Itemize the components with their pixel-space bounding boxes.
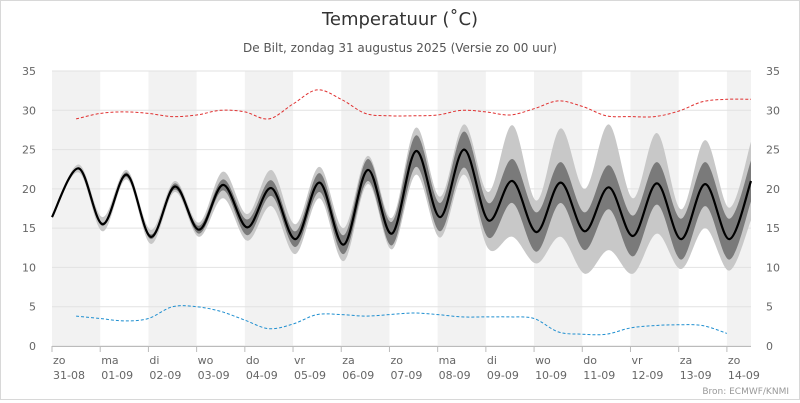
y-tick-label-right: 20 (766, 183, 780, 196)
y-tick-label-left: 10 (22, 261, 36, 274)
x-tick-day: vr (631, 354, 643, 367)
x-tick-day: vr (294, 354, 306, 367)
x-tick-day: di (487, 354, 497, 367)
x-tick-date: 03-09 (198, 369, 230, 382)
axes: 0 0 5 5 10 10 15 15 20 20 25 25 30 30 35 35 zo 31-08 ma 01-… (22, 65, 780, 382)
x-tick-date: 31-08 (53, 369, 85, 382)
x-tick-day: ma (439, 354, 456, 367)
series-lines (51, 89, 753, 336)
x-tick-day: za (680, 354, 693, 367)
x-tick-day: do (246, 354, 260, 367)
x-tick-date: 11-09 (583, 369, 615, 382)
median-line (51, 148, 753, 246)
source-note: Bron: ECMWF/KNMI (702, 387, 789, 397)
y-tick-label-right: 15 (766, 222, 780, 235)
y-tick-label-right: 0 (766, 340, 773, 353)
chart-title: Temperatuur (˚C) (321, 9, 478, 30)
y-tick-label-right: 35 (766, 65, 780, 78)
y-tick-label-left: 30 (22, 104, 36, 117)
x-tick-date: 09-09 (487, 369, 519, 382)
x-tick-date: 14-09 (728, 369, 760, 382)
x-tick-date: 01-09 (101, 369, 133, 382)
x-tick-date: 05-09 (294, 369, 326, 382)
x-tick-date: 10-09 (535, 369, 567, 382)
x-tick-date: 02-09 (149, 369, 181, 382)
y-tick-label-right: 30 (766, 104, 780, 117)
x-tick-date: 04-09 (246, 369, 278, 382)
x-tick-day: zo (728, 354, 741, 367)
y-tick-label-right: 25 (766, 144, 780, 157)
y-tick-label-left: 35 (22, 65, 36, 78)
x-tick-day: do (583, 354, 597, 367)
y-tick-label-left: 15 (22, 222, 36, 235)
x-tick-date: 07-09 (390, 369, 422, 382)
y-tick-label-left: 20 (22, 183, 36, 196)
series-min-line (76, 305, 728, 336)
x-tick-day: wo (198, 354, 214, 367)
y-tick-label-right: 10 (766, 261, 780, 274)
x-tick-day: za (342, 354, 355, 367)
y-tick-label-left: 0 (29, 340, 36, 353)
chart-subtitle: De Bilt, zondag 31 augustus 2025 (Versie… (243, 41, 557, 55)
p25-p75-band (52, 131, 751, 260)
x-tick-date: 08-09 (439, 369, 471, 382)
x-tick-day: di (149, 354, 159, 367)
x-tick-day: zo (390, 354, 403, 367)
y-tick-label-left: 5 (29, 301, 36, 314)
y-tick-label-left: 25 (22, 144, 36, 157)
x-tick-day: zo (53, 354, 66, 367)
x-tick-day: ma (101, 354, 118, 367)
x-tick-date: 06-09 (342, 369, 374, 382)
x-tick-day: wo (535, 354, 551, 367)
x-tick-date: 13-09 (680, 369, 712, 382)
y-tick-label-right: 5 (766, 301, 773, 314)
x-tick-date: 12-09 (631, 369, 663, 382)
day-band (52, 71, 101, 346)
